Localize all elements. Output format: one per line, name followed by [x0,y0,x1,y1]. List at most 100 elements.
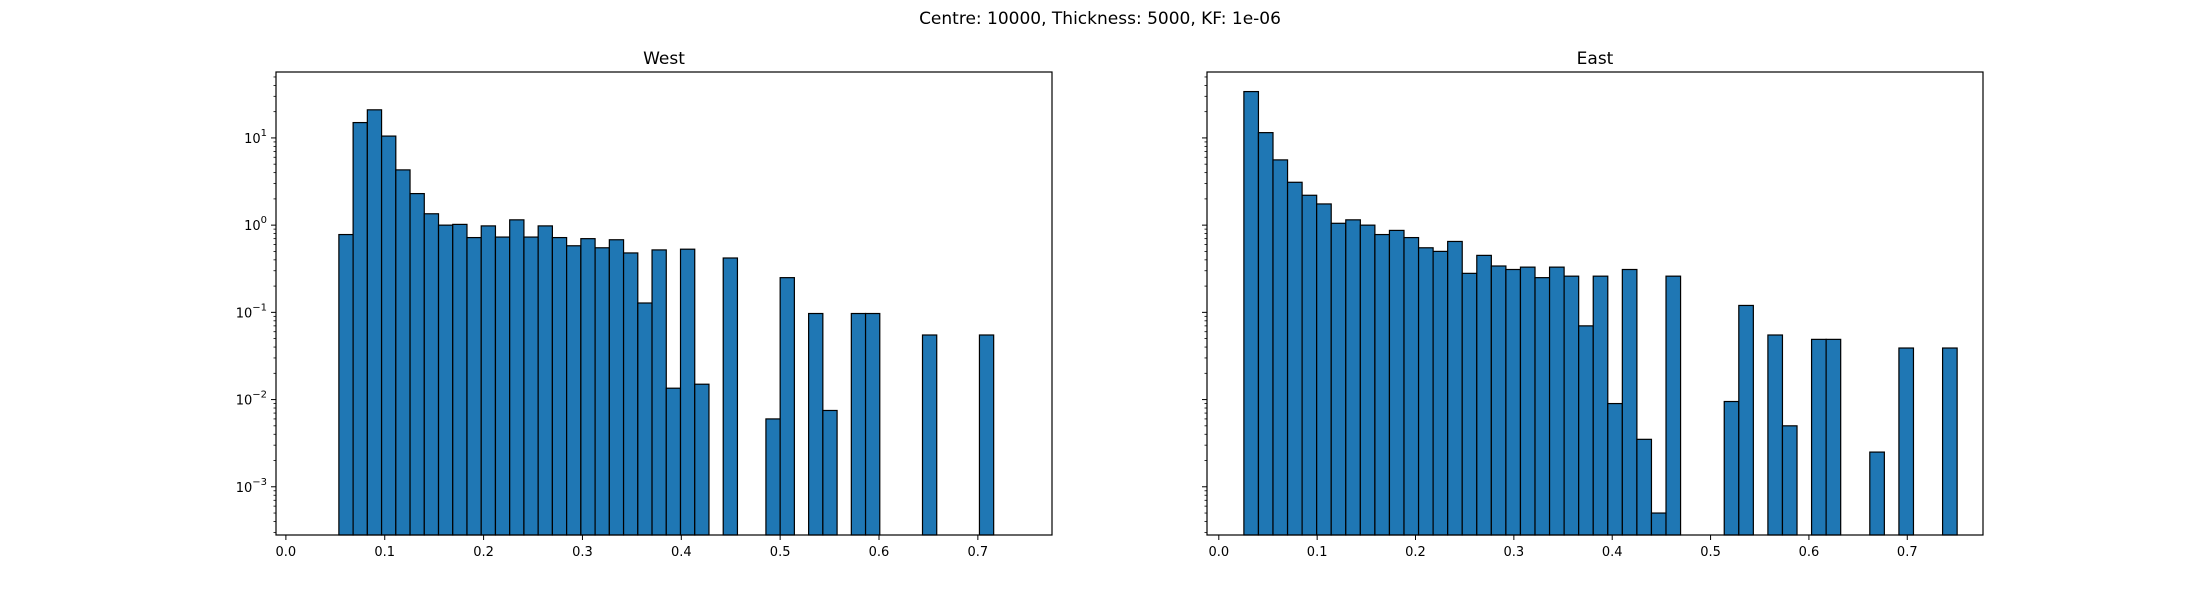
east-xtick-label: 0.2 [1405,545,1426,560]
east-xtick-label: 0.3 [1504,545,1525,560]
west-bar [537,225,553,536]
west-ytick-label: 101 [244,128,267,147]
east-bar [1301,194,1318,536]
west-axes-frame [275,71,1053,536]
west-ytick-label: 10−1 [236,302,267,321]
west-bar [594,247,610,536]
east-title: East [1577,49,1614,69]
west-bar [338,233,354,536]
west-bar [423,213,440,536]
east-bar [1447,240,1463,536]
east-bar [1461,272,1478,536]
east-xtick-label: 0.0 [1208,545,1229,560]
east-bar [1563,275,1580,536]
east-axes-frame [1206,71,1984,536]
east-bars [1243,90,1958,536]
east-bar [1898,347,1915,536]
east-bar [1534,277,1551,536]
east-xtick-label: 0.6 [1799,545,1820,560]
east-bar [1592,275,1609,536]
west-bar [665,387,682,536]
east-bar [1781,425,1798,536]
west-ytick-label: 100 [244,215,267,234]
east-bar [1723,400,1740,536]
east-bar [1636,438,1653,536]
west-bar [622,252,639,536]
west-bar [366,109,383,536]
west-bar [409,192,425,536]
east-bar [1665,275,1682,536]
east-bar [1316,203,1332,536]
east-panel: East 0.0 0.1 0.2 0.3 0.4 0.5 0.6 0.7 [1202,49,1984,560]
east-bar [1505,268,1522,536]
east-xtick-label: 0.4 [1602,545,1623,560]
west-bar [551,236,568,536]
west-bar [637,302,653,536]
east-xtick-label: 0.7 [1897,545,1918,560]
west-title: West [643,49,685,69]
east-bar [1650,512,1667,536]
east-bar [1621,268,1638,536]
west-bar [352,121,368,536]
west-xtick-label: 0.0 [276,545,297,560]
west-bar [978,334,995,536]
west-bar [651,249,667,536]
west-bar [608,239,625,536]
west-bar [779,277,795,536]
west-bar [722,257,739,536]
west-ytick-label: 10−3 [236,477,267,496]
east-bar [1490,265,1507,536]
west-bar [466,236,482,536]
west-bar [494,236,511,536]
west-bar [808,312,824,536]
east-bar [1825,338,1842,536]
east-bar [1810,338,1827,536]
east-bar [1286,181,1303,536]
west-bar [694,383,710,536]
west-xtick-label: 0.7 [968,545,989,560]
east-bar [1243,90,1260,536]
east-bar [1941,347,1958,536]
west-xtick-label: 0.1 [374,545,395,560]
west-xtick-label: 0.6 [869,545,890,560]
west-bar [566,245,582,536]
west-xtick-label: 0.2 [473,545,494,560]
east-xtick-label: 0.5 [1700,545,1721,560]
east-bar [1519,266,1536,536]
east-bar [1432,250,1449,536]
east-bar [1359,224,1376,536]
west-bars [338,109,995,536]
west-bar [509,219,525,536]
east-bar [1548,266,1565,536]
east-bar [1272,159,1289,536]
east-bar [1476,254,1492,536]
east-xtick-label: 0.1 [1307,545,1328,560]
west-bar [921,334,938,536]
west-xtick-label: 0.3 [572,545,593,560]
west-bar [822,409,838,536]
west-bar [580,238,596,536]
east-bar [1738,304,1754,536]
west-bar [523,236,539,536]
west-bar [864,312,881,536]
west-bar [395,169,411,536]
west-bar [765,418,781,536]
east-bar [1345,219,1361,536]
west-ytick-label: 10−2 [236,390,267,409]
west-bar [850,312,867,536]
west-bar [480,225,497,536]
west-panel: West 0.0 0.1 0.2 0.3 0.4 0.5 0.6 0.7 10−3 10−2 10−1… [236,49,1053,560]
west-xtick-label: 0.5 [770,545,791,560]
east-bar [1767,334,1784,536]
west-xtick-label: 0.4 [671,545,692,560]
east-bar [1578,325,1594,536]
west-bar [679,248,696,536]
east-bar [1417,247,1434,536]
east-bar [1388,229,1405,536]
west-bar [437,224,454,536]
west-bar [380,135,397,536]
figure-title: Centre: 10000, Thickness: 5000, KF: 1e-0… [919,9,1281,29]
east-bar [1869,451,1885,536]
west-bar [452,223,468,536]
